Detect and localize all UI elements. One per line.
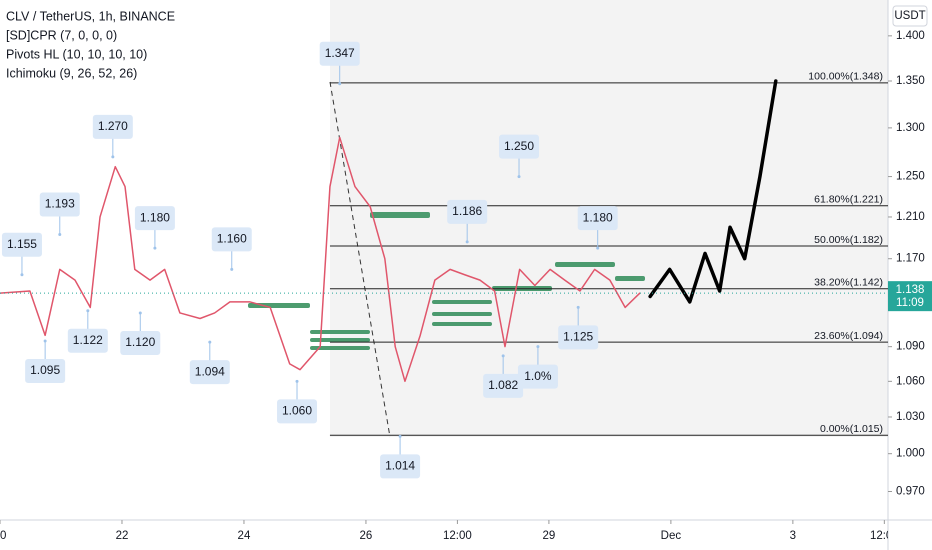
pivot-label: 1.155 — [7, 237, 37, 251]
pivot-point — [501, 354, 505, 358]
x-tick-label: 12:00 — [443, 530, 472, 542]
indicator: [SD]CPR (7, 0, 0, 0) — [6, 28, 117, 42]
pivot-box — [39, 192, 80, 217]
pivot-box — [67, 328, 108, 353]
pivot-label: 1.0% — [524, 369, 552, 383]
fib-label: 50.00%(1.182) — [814, 234, 883, 246]
projection-line — [648, 79, 778, 304]
pivot-label: 1.060 — [282, 403, 312, 417]
y-tick-label: 1.170 — [896, 253, 925, 265]
pivot-point — [398, 434, 402, 438]
x-tick-label: 20 — [0, 530, 6, 542]
x-tick-label: 26 — [360, 530, 373, 542]
currency: USDT — [894, 10, 925, 22]
pivot-label: 1.250 — [504, 139, 534, 153]
pivot-box — [211, 227, 252, 252]
pivot-label: 1.125 — [563, 330, 593, 344]
y-tick-label: 1.090 — [896, 341, 925, 353]
pivot-point — [111, 155, 115, 159]
x-tick-label: 12:00 — [870, 530, 899, 542]
pivot-label: 1.082 — [488, 378, 518, 392]
pivot-box — [499, 134, 540, 159]
indicator: Ichimoku (9, 26, 52, 26) — [6, 66, 137, 80]
pivot-point — [295, 379, 299, 383]
pivot-point — [517, 175, 521, 179]
pivot-point — [208, 340, 212, 344]
y-tick-label: 1.300 — [896, 122, 925, 134]
pivot-point — [596, 246, 600, 250]
y-tick-label: 1.210 — [896, 211, 925, 223]
pivot-point — [465, 240, 469, 244]
price-tag — [888, 281, 932, 312]
pivot-point — [230, 267, 234, 271]
x-tick-label: 29 — [543, 530, 556, 542]
pivot-point — [576, 305, 580, 309]
indicator: Pivots HL (10, 10, 10, 10) — [6, 47, 147, 61]
pivot-box — [189, 360, 230, 385]
pivot-box — [277, 399, 318, 424]
pivot-label: 1.180 — [583, 210, 613, 224]
pivot-box — [319, 41, 360, 66]
cpr-bars — [248, 212, 645, 350]
y-tick-label: 1.350 — [896, 75, 925, 87]
pivot-label: 1.122 — [73, 333, 103, 347]
pivot-point — [153, 246, 157, 250]
trend-dash — [329, 81, 391, 438]
pivot-box — [447, 199, 488, 224]
pivot-label: 1.186 — [452, 204, 482, 218]
pivot-box — [577, 206, 618, 231]
pivot-point — [86, 309, 90, 313]
pivot-box — [558, 325, 599, 350]
pivot-point — [58, 233, 62, 237]
price-tag-time: 11:09 — [896, 297, 924, 309]
y-tick-label: 1.000 — [896, 448, 925, 460]
fib-label: 38.20%(1.142) — [814, 277, 883, 289]
pivot-label: 1.120 — [125, 335, 155, 349]
pivot-point — [338, 82, 342, 86]
pivot-box — [380, 454, 421, 479]
x-tick-label: 24 — [238, 530, 251, 542]
currency-box[interactable] — [892, 5, 928, 27]
pivot-label: 1.193 — [45, 197, 75, 211]
pivot-box — [25, 358, 66, 383]
x-tick-label: 3 — [790, 530, 796, 542]
price-line — [0, 136, 641, 383]
pivot-label: 1.160 — [217, 232, 247, 246]
y-tick-label: 1.250 — [896, 171, 925, 183]
pivot-point — [138, 311, 142, 315]
pivot-label: 1.180 — [140, 210, 170, 224]
time-axis: 20 22 24 26 12:00 29 Dec 3 12:00 — [0, 520, 899, 542]
price-tag-value: 1.138 — [896, 284, 925, 296]
y-tick-label: 1.030 — [896, 411, 925, 423]
fib-label: 61.80%(1.221) — [814, 194, 883, 206]
fib-label: 100.00%(1.348) — [808, 71, 883, 83]
pivot-point — [536, 345, 540, 349]
pivot-box — [92, 114, 133, 139]
pivot-label: 1.014 — [385, 459, 415, 473]
chart-title: CLV / TetherUS, 1h, BINANCE — [6, 9, 175, 23]
pivot-label: 1.270 — [98, 119, 128, 133]
pivot-box — [517, 364, 558, 389]
plot: 100.00%(1.348) 61.80%(1.221) 50.00%(1.182)… — [0, 41, 888, 479]
x-tick-label: Dec — [661, 530, 682, 542]
pivot-point — [20, 273, 24, 277]
pivot-point — [43, 339, 47, 343]
pivot-box — [134, 206, 175, 231]
x-tick-label: 22 — [116, 530, 129, 542]
fib-label: 0.00%(1.015) — [820, 423, 883, 435]
pivot-label: 1.347 — [325, 46, 355, 60]
y-tick-label: 0.970 — [896, 486, 925, 498]
pivot-box — [120, 330, 161, 355]
pivot-box — [483, 373, 524, 398]
pivot-box — [1, 232, 42, 257]
pivot-label: 1.095 — [30, 363, 60, 377]
y-tick-label: 1.400 — [896, 30, 925, 42]
fib-label: 23.60%(1.094) — [814, 330, 883, 342]
y-tick-label: 1.060 — [896, 375, 925, 387]
pivot-label: 1.094 — [195, 364, 225, 378]
